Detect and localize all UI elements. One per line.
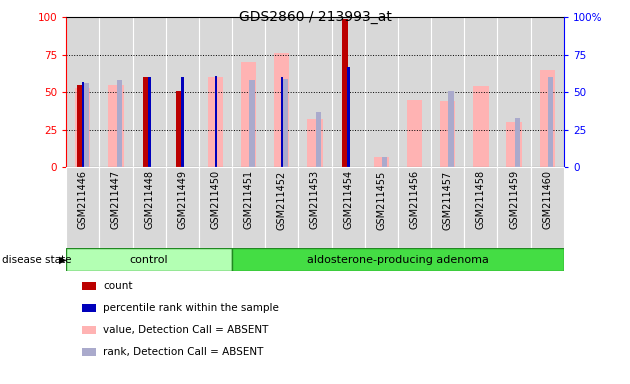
Text: GSM211452: GSM211452 [277, 170, 287, 230]
Bar [307, 119, 323, 167]
Text: GSM211459: GSM211459 [509, 170, 519, 229]
Bar [100, 17, 132, 167]
Text: percentile rank within the sample: percentile rank within the sample [103, 303, 279, 313]
Bar [66, 248, 232, 271]
Bar [473, 86, 488, 167]
Bar [181, 77, 184, 167]
Text: rank, Detection Call = ABSENT: rank, Detection Call = ABSENT [103, 347, 264, 357]
Text: GSM211456: GSM211456 [410, 170, 420, 229]
Bar [215, 76, 217, 167]
Text: aldosterone-producing adenoma: aldosterone-producing adenoma [307, 255, 489, 265]
Bar [431, 167, 464, 248]
Bar [331, 17, 365, 167]
Bar [515, 118, 520, 167]
Text: GSM211460: GSM211460 [542, 170, 553, 229]
Bar [382, 157, 387, 167]
Bar [143, 77, 149, 167]
Bar [431, 17, 464, 167]
Bar [108, 85, 123, 167]
Bar [365, 167, 398, 248]
Bar [498, 17, 530, 167]
Bar [281, 77, 284, 167]
Bar [407, 100, 422, 167]
Bar [507, 122, 522, 167]
Bar [316, 112, 321, 167]
Bar [498, 167, 530, 248]
Text: GSM211458: GSM211458 [476, 170, 486, 229]
Text: GSM211446: GSM211446 [77, 170, 88, 229]
Text: GSM211457: GSM211457 [443, 170, 453, 230]
Bar [299, 167, 331, 248]
Text: GSM211455: GSM211455 [376, 170, 386, 230]
Bar [299, 17, 331, 167]
Bar [100, 167, 132, 248]
Text: GSM211447: GSM211447 [111, 170, 121, 229]
Bar [148, 77, 151, 167]
Bar [117, 80, 122, 167]
Text: GSM211451: GSM211451 [244, 170, 254, 229]
Bar [374, 157, 389, 167]
Text: GSM211450: GSM211450 [210, 170, 220, 229]
Text: GDS2860 / 213993_at: GDS2860 / 213993_at [239, 10, 391, 23]
Bar [132, 17, 166, 167]
Bar [282, 79, 288, 167]
Bar [75, 88, 90, 167]
Text: GSM211449: GSM211449 [177, 170, 187, 229]
Bar [464, 167, 498, 248]
Bar [365, 17, 398, 167]
Bar [440, 101, 455, 167]
Bar [347, 67, 350, 167]
Bar [331, 167, 365, 248]
Text: GSM211453: GSM211453 [310, 170, 320, 229]
Bar [265, 167, 299, 248]
Bar [241, 62, 256, 167]
Text: count: count [103, 281, 133, 291]
Text: control: control [130, 255, 168, 265]
Bar [82, 82, 84, 167]
Bar [530, 167, 564, 248]
Text: disease state: disease state [2, 255, 71, 265]
Bar [208, 77, 223, 167]
Text: GSM211448: GSM211448 [144, 170, 154, 229]
Text: ▶: ▶ [59, 255, 67, 265]
Bar [342, 19, 348, 167]
Bar [265, 17, 299, 167]
Bar [166, 167, 199, 248]
Bar [398, 167, 431, 248]
Bar [132, 167, 166, 248]
Text: GSM211454: GSM211454 [343, 170, 353, 229]
Bar [166, 17, 199, 167]
Bar [66, 17, 100, 167]
Bar [449, 91, 454, 167]
Bar [274, 53, 289, 167]
Bar [199, 167, 232, 248]
Bar [398, 17, 431, 167]
Bar [540, 70, 555, 167]
Text: value, Detection Call = ABSENT: value, Detection Call = ABSENT [103, 325, 268, 335]
Bar [464, 17, 498, 167]
Bar [548, 77, 553, 167]
Bar [530, 17, 564, 167]
Bar [232, 248, 564, 271]
Bar [66, 167, 100, 248]
Bar [249, 80, 255, 167]
Bar [77, 85, 82, 167]
Bar [199, 17, 232, 167]
Bar [232, 17, 265, 167]
Bar [232, 167, 265, 248]
Bar [176, 91, 181, 167]
Bar [83, 83, 89, 167]
